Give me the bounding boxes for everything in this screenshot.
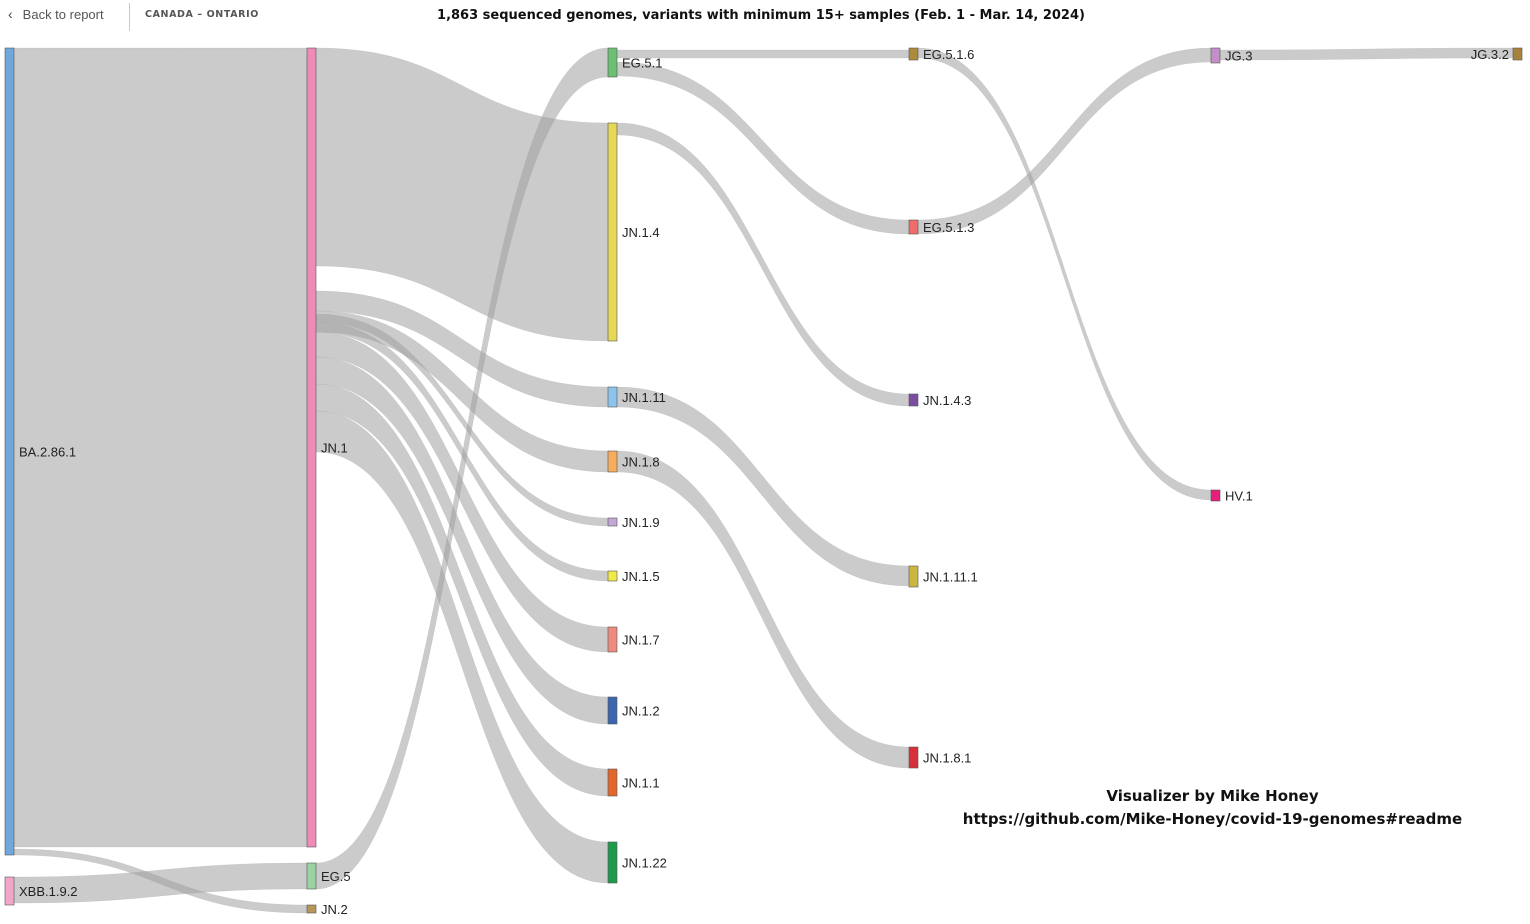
node-jn-1-22[interactable]: [607, 841, 618, 884]
node-eg-5-1-3[interactable]: [908, 219, 919, 235]
breadcrumb: CANADA – ONTARIO: [145, 9, 259, 20]
node-label-jn-1-8: JN.1.8: [622, 455, 660, 470]
chevron-left-icon: ‹: [8, 6, 13, 22]
node-hv-1[interactable]: [1210, 489, 1221, 502]
node-jn-1-4-3[interactable]: [908, 393, 919, 407]
link-jg-3-to-jg-3-2: [1219, 47, 1514, 61]
node-jn-1-8-1[interactable]: [908, 746, 919, 769]
link-jn-1-8-to-jn-1-8-1: [616, 450, 910, 769]
node-label-hv-1: HV.1: [1225, 489, 1253, 504]
node-label-jn-1-7: JN.1.7: [622, 633, 660, 648]
node-xbb-1-9-2[interactable]: [4, 876, 15, 906]
node-label-eg-5-1-3: EG.5.1.3: [923, 220, 974, 235]
back-to-report-button[interactable]: ‹ Back to report: [8, 6, 104, 22]
node-jn-1-8[interactable]: [607, 450, 618, 473]
diagram-title: 1,863 sequenced genomes, variants with m…: [437, 8, 1085, 23]
node-label-jn-1-4: JN.1.4: [622, 225, 660, 240]
link-jn-1-4-to-jn-1-4-3: [616, 122, 910, 407]
node-eg-5[interactable]: [306, 862, 317, 890]
node-label-jg-3-2: JG.3.2: [1471, 47, 1509, 62]
node-jg-3[interactable]: [1210, 47, 1221, 64]
node-label-jn-1-11: JN.1.11: [622, 390, 666, 405]
node-jn-1-4[interactable]: [607, 122, 618, 342]
node-jn-1-11[interactable]: [607, 386, 618, 408]
node-jn-1-2[interactable]: [607, 696, 618, 725]
node-eg-5-1[interactable]: [607, 47, 618, 78]
header-divider: [129, 3, 130, 31]
node-label-jn-1-22: JN.1.22: [622, 856, 667, 871]
node-label-jn-1-1: JN.1.1: [622, 776, 660, 791]
node-label-jn-1-5: JN.1.5: [622, 569, 660, 584]
node-label-jn-1-2: JN.1.2: [622, 704, 660, 719]
node-jn-1-11-1[interactable]: [908, 565, 919, 588]
node-label-eg-5-1-6: EG.5.1.6: [923, 47, 974, 62]
node-label-jn-1: JN.1: [321, 441, 348, 456]
link-eg-5-1-6-to-hv-1: [917, 47, 1212, 501]
credit-author: Visualizer by Mike Honey: [1106, 787, 1319, 805]
back-to-report-label: Back to report: [22, 6, 104, 22]
node-jn-2[interactable]: [306, 904, 317, 914]
node-label-jn-2: JN.2: [321, 902, 348, 917]
node-jn-1-5[interactable]: [607, 570, 618, 582]
node-jn-1-9[interactable]: [607, 517, 618, 527]
top-bar: ‹ Back to report CANADA – ONTARIO: [0, 0, 1530, 32]
node-label-jn-1-11-1: JN.1.11.1: [923, 570, 978, 585]
node-ba-2-86-1[interactable]: [4, 47, 15, 856]
node-label-jg-3: JG.3: [1225, 49, 1252, 64]
node-label-ba-2-86-1: BA.2.86.1: [19, 445, 76, 460]
node-jg-3-2[interactable]: [1512, 47, 1523, 61]
node-jn-1-1[interactable]: [607, 768, 618, 797]
link-jn-1-11-to-jn-1-11-1: [616, 386, 910, 587]
node-label-jn-1-9: JN.1.9: [622, 515, 660, 530]
node-label-jn-1-4-3: JN.1.4.3: [923, 393, 971, 408]
node-label-eg-5: EG.5: [321, 869, 351, 884]
node-label-xbb-1-9-2: XBB.1.9.2: [19, 884, 78, 899]
node-label-jn-1-8-1: JN.1.8.1: [923, 751, 971, 766]
node-eg-5-1-6[interactable]: [908, 47, 919, 61]
credit-block: Visualizer by Mike Honey https://github.…: [960, 785, 1465, 831]
node-jn-1[interactable]: [306, 47, 317, 848]
nodes-layer: BA.2.86.1 XBB.1.9.2 JN.1 EG.5 JN.2 EG.5.1 JN.1…: [4, 47, 1523, 917]
node-jn-1-7[interactable]: [607, 626, 618, 653]
node-label-eg-5-1: EG.5.1: [622, 56, 662, 71]
links-layer: [13, 47, 1514, 914]
credit-url: https://github.com/Mike-Honey/covid-19-g…: [962, 810, 1463, 828]
link-eg-5-1-3-to-jg-3: [917, 47, 1212, 235]
link-eg-5-1-to-eg-5-1-3: [616, 61, 910, 235]
